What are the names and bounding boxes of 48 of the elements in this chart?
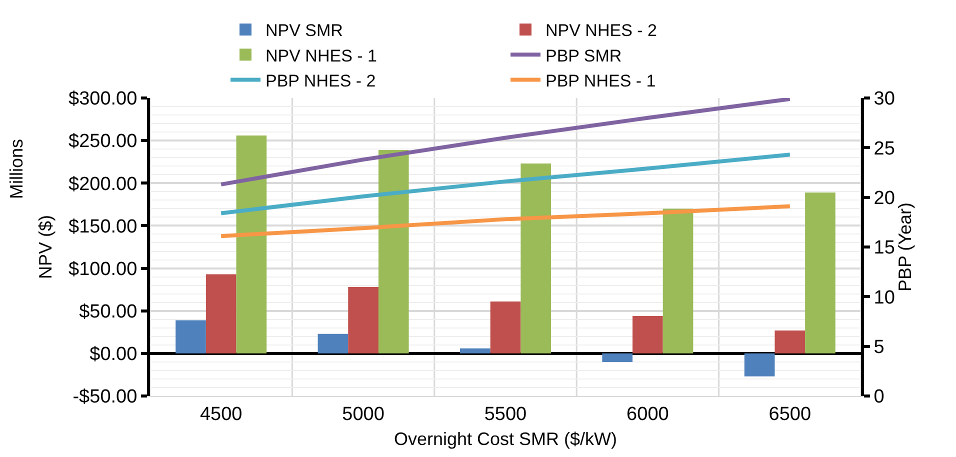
y-tick-label: $100.00 — [68, 258, 138, 280]
x-axis-title: Overnight Cost SMR ($/kW) — [394, 428, 618, 449]
y-tick-label: $150.00 — [68, 216, 138, 238]
text: Millions — [6, 138, 27, 199]
y2-tick-label: 15 — [874, 238, 895, 259]
x-tick-label: 4500 — [200, 404, 242, 425]
bar — [744, 353, 775, 376]
y2-tick-label: 0 — [874, 386, 884, 408]
bar — [348, 287, 378, 354]
y2-tick-label: 5 — [874, 336, 884, 358]
y-tick-label: $50.00 — [79, 302, 138, 323]
y-axis-title: NPV ($) — [36, 214, 56, 280]
y2-tick-label: 30 — [874, 88, 895, 110]
y2-tick-label: 20 — [874, 188, 895, 209]
line-series — [219, 152, 792, 216]
bar — [632, 316, 663, 354]
x-tick-label: 5000 — [342, 404, 384, 425]
legend-label: NPV NHES - 1 — [266, 46, 377, 66]
legend-label: PBP NHES - 1 — [546, 71, 656, 90]
bar — [774, 330, 806, 354]
legend-label: PBP SMR — [546, 46, 622, 66]
bar — [602, 353, 633, 362]
bar — [662, 208, 694, 354]
x-tick-label: 6000 — [626, 404, 669, 425]
bar — [236, 135, 267, 354]
legend-label: NPV NHES - 2 — [546, 21, 657, 40]
y2-axis-title: PBP (Year) — [894, 202, 915, 292]
legend-label: NPV SMR — [266, 21, 343, 40]
y-tick-label: $200.00 — [68, 174, 138, 195]
y-tick-label: -$50.00 — [72, 386, 138, 408]
y-tick-label: $250.00 — [68, 131, 138, 152]
bar — [206, 274, 236, 354]
y-tick-label: $0.00 — [90, 344, 138, 366]
bar — [805, 192, 836, 354]
line-series — [219, 204, 792, 238]
bar — [378, 150, 409, 354]
x-tick-label: 5500 — [484, 404, 527, 425]
bar — [490, 301, 521, 354]
line-series — [219, 98, 792, 186]
bar — [318, 334, 348, 354]
bar — [460, 348, 490, 354]
bar — [520, 164, 551, 354]
y2-tick-label: 25 — [874, 138, 895, 160]
legend-label: PBP NHES - 2 — [266, 71, 376, 90]
y2-tick-label: 10 — [874, 287, 895, 308]
y-tick-label: $300.00 — [68, 88, 138, 110]
bar — [176, 320, 206, 354]
x-tick-label: 6500 — [768, 404, 812, 425]
